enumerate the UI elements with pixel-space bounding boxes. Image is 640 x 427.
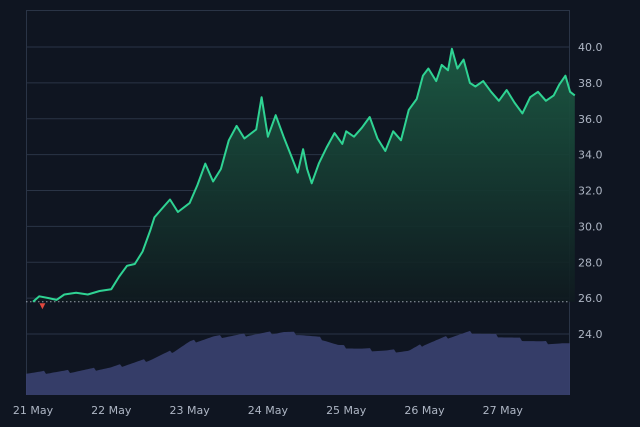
price-area-fill (33, 48, 575, 302)
volume-bars (26, 330, 570, 395)
y-tick-36.0: 36.0 (578, 113, 603, 126)
x-axis-ticks: 21 May 22 May 23 May 24 May 25 May 26 May 27 M… (13, 404, 524, 417)
x-tick-0: 21 May (13, 404, 54, 417)
y-tick-28.0: 28.0 (578, 256, 603, 269)
x-tick-1: 22 May (91, 404, 132, 417)
y-tick-38.0: 38.0 (578, 77, 603, 90)
y-tick-40.0: 40.0 (578, 41, 603, 54)
y-tick-32.0: 32.0 (578, 185, 603, 198)
volume-area (26, 330, 570, 395)
markers (39, 303, 46, 310)
y-tick-30.0: 30.0 (578, 220, 603, 233)
x-tick-2: 23 May (169, 404, 210, 417)
x-tick-6: 27 May (483, 404, 524, 417)
x-tick-3: 24 May (248, 404, 289, 417)
price-line-path (32, 47, 576, 303)
down-marker (39, 303, 46, 310)
y-axis-ticks: 24.0 26.0 28.0 30.0 32.0 34.0 36.0 38.0 40.0 (578, 41, 603, 341)
price-line (32, 47, 576, 303)
x-tick-5: 26 May (404, 404, 445, 417)
y-tick-34.0: 34.0 (578, 149, 603, 162)
price-area (33, 48, 575, 302)
y-tick-26.0: 26.0 (578, 292, 603, 305)
y-tick-24.0: 24.0 (578, 328, 603, 341)
x-tick-4: 25 May (326, 404, 367, 417)
